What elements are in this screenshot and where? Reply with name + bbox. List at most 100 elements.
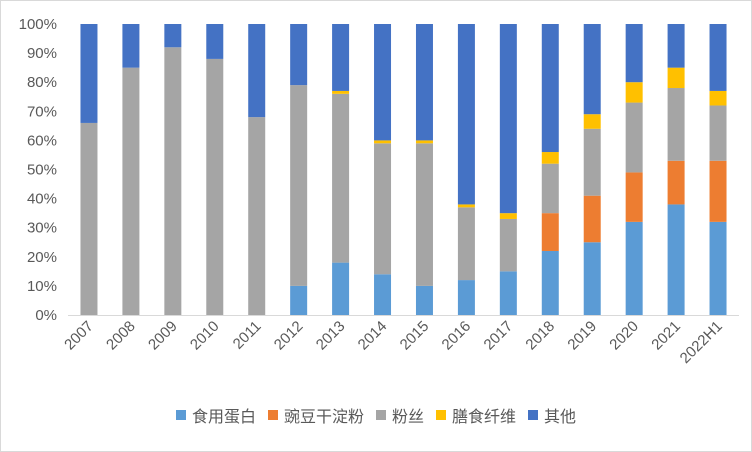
bar-segment [709, 160, 727, 222]
legend-swatch [528, 410, 538, 420]
bar-segment [290, 24, 308, 86]
y-tick-label: 20% [27, 249, 57, 266]
legend-label: 豌豆干淀粉 [284, 408, 364, 426]
bar-segment [80, 122, 98, 315]
legend-swatch [376, 410, 386, 420]
bar-segment [499, 24, 517, 214]
bar-segment [667, 160, 685, 205]
bar-segment [541, 163, 559, 214]
bar-segment [457, 204, 475, 208]
bar-segment [332, 93, 350, 263]
bar-segment [415, 24, 433, 141]
legend-label: 食用蛋白 [192, 408, 256, 426]
x-tick-label: 2022H1 [677, 318, 726, 367]
bar-segments [80, 24, 727, 316]
y-tick-label: 10% [27, 278, 57, 295]
bar-segment [499, 271, 517, 315]
bar-segment [122, 24, 140, 68]
bar-segment [248, 117, 266, 316]
x-tick-label: 2011 [230, 318, 265, 353]
bar-segment [541, 24, 559, 153]
x-tick-label: 2016 [439, 318, 475, 354]
bar-segment [709, 221, 727, 315]
bar-segment [374, 140, 392, 144]
bar-segment [164, 24, 182, 48]
bar-segment [499, 218, 517, 272]
bar-segment [709, 105, 727, 161]
bar-segment [667, 24, 685, 68]
legend-swatch [436, 410, 446, 420]
bar-segment [415, 285, 433, 315]
bar-segment [625, 24, 643, 83]
bar-segment [457, 280, 475, 315]
y-axis-labels: 0% 10% 20% 30% 40% 50% 60% 70% 80% 90% 100% [19, 16, 57, 324]
bar-segment [457, 24, 475, 205]
bar-segment [457, 207, 475, 281]
x-tick-label: 2008 [103, 318, 139, 354]
x-tick-label: 2015 [397, 318, 433, 354]
bar-segment [206, 24, 224, 59]
bar-segment [583, 114, 601, 129]
bar-segment [625, 172, 643, 222]
y-tick-label: 100% [19, 16, 57, 33]
x-tick-label: 2014 [355, 318, 391, 354]
bar-segment [332, 24, 350, 91]
legend-label: 膳食纤维 [452, 408, 516, 426]
y-tick-label: 60% [27, 132, 57, 149]
bar-segment [332, 262, 350, 315]
bar-segment [667, 67, 685, 89]
x-tick-label: 2013 [313, 318, 349, 354]
bar-segment [541, 213, 559, 251]
bar-segment [709, 24, 727, 91]
x-tick-label: 2012 [271, 318, 307, 354]
bar-segment [374, 274, 392, 315]
bar-segment [541, 250, 559, 315]
bar-segment [374, 24, 392, 141]
x-tick-label: 2019 [564, 318, 600, 354]
bar-segment [541, 152, 559, 164]
legend-label: 粉丝 [392, 408, 424, 426]
bar-segment [248, 24, 266, 118]
legend-swatch [176, 410, 186, 420]
x-tick-label: 2007 [61, 318, 97, 354]
bar-segment [206, 58, 224, 316]
bar-segment [583, 242, 601, 315]
legend-swatch [268, 410, 278, 420]
x-axis-labels: 2007 2008 2009 2010 2011 2012 2013 2014 2015 2016… [61, 318, 726, 367]
bar-segment [625, 82, 643, 103]
legend-label: 其他 [544, 408, 576, 426]
x-tick-label: 2021 [648, 318, 684, 354]
y-tick-label: 30% [27, 220, 57, 237]
x-tick-label: 2009 [145, 318, 181, 354]
y-tick-label: 40% [27, 191, 57, 208]
bar-segment [625, 221, 643, 315]
bar-segment [415, 143, 433, 286]
x-tick-label: 2020 [606, 318, 642, 354]
bar-segment [374, 143, 392, 275]
bar-segment [290, 285, 308, 315]
bar-segment [583, 128, 601, 196]
legend: 食用蛋白 豌豆干淀粉 粉丝 膳食纤维 其他 [176, 408, 576, 426]
bar-segment [625, 102, 643, 173]
bar-segment [164, 47, 182, 315]
y-tick-label: 50% [27, 162, 57, 179]
bar-segment [122, 67, 140, 316]
bar-segment [332, 90, 350, 94]
bar-segment [709, 90, 727, 106]
bar-segment [583, 24, 601, 115]
y-tick-label: 70% [27, 103, 57, 120]
y-tick-label: 90% [27, 45, 57, 62]
bar-segment [499, 213, 517, 219]
bar-segment [667, 204, 685, 315]
bar-segment [583, 195, 601, 243]
x-tick-label: 2018 [522, 318, 558, 354]
bar-segment [290, 85, 308, 286]
x-tick-label: 2010 [187, 318, 223, 354]
y-tick-label: 0% [35, 307, 57, 324]
bar-segment [415, 140, 433, 144]
bar-segment [667, 88, 685, 161]
x-tick-label: 2017 [481, 318, 517, 354]
bar-segment [80, 24, 98, 123]
